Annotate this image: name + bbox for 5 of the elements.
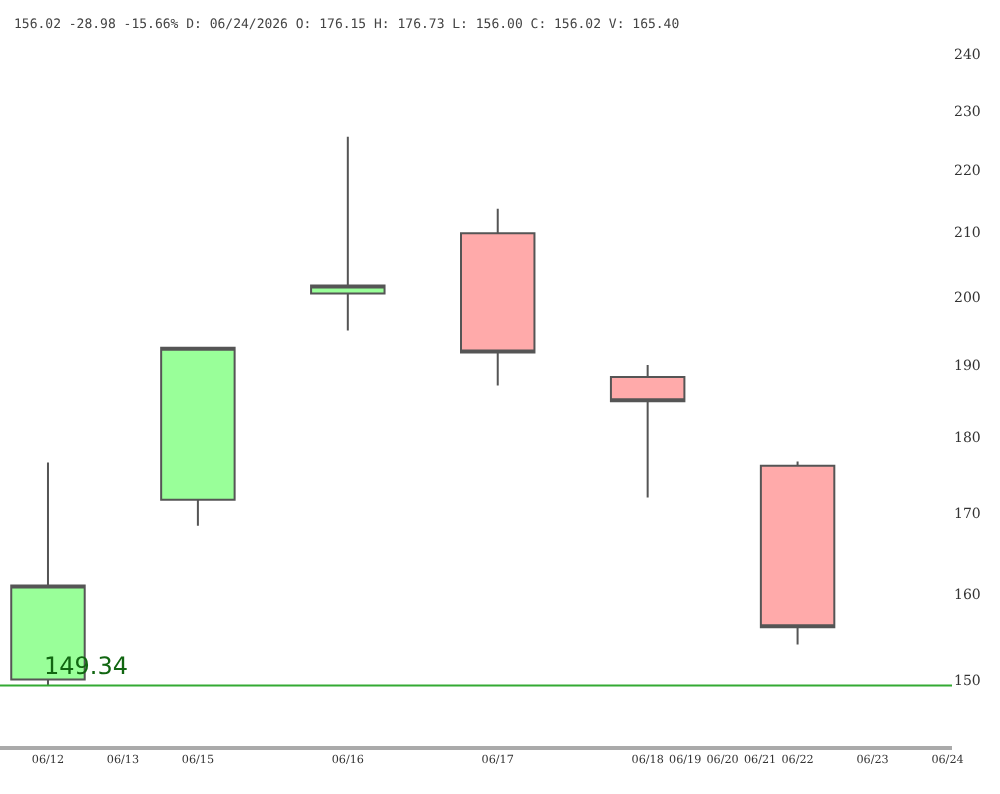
candlestick: [310, 135, 386, 332]
candlestick: [460, 207, 536, 387]
candlestick: [759, 460, 836, 646]
candlestick: [609, 364, 686, 499]
candlestick: [160, 346, 236, 527]
